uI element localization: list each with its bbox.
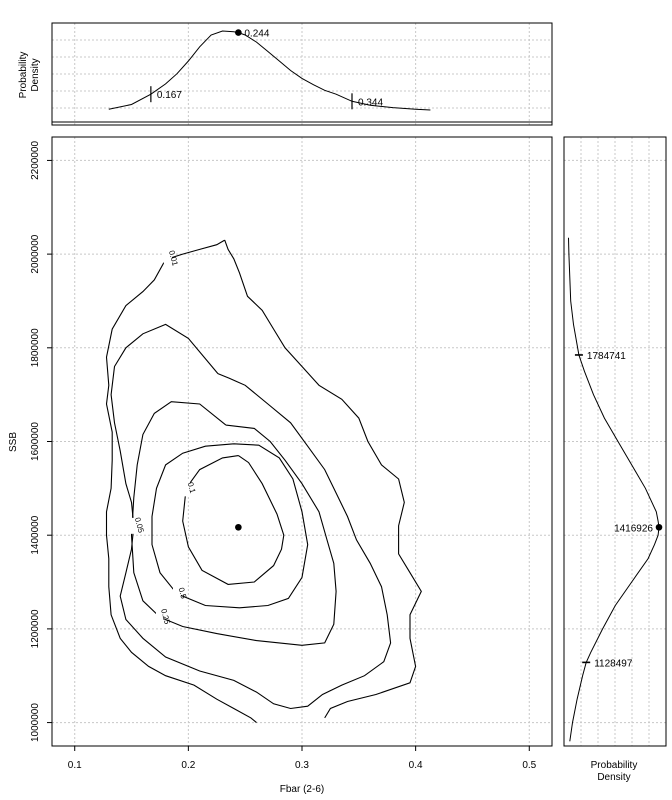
- contour-labels: 0.1 0.5 0.25 0.05 0.01: [129, 249, 198, 626]
- x-tick-label: 0.5: [522, 760, 536, 771]
- right-density-curve: [568, 237, 660, 742]
- y-axis-label: SSB: [8, 432, 19, 452]
- top-markers: 0.167 0.244 0.344: [150, 29, 383, 110]
- contour-label: 0.01: [167, 249, 180, 267]
- right-markers: 1128497 1416926 1784741: [574, 351, 663, 669]
- top-ylabel-line1: Probability: [18, 52, 29, 99]
- top-marker-label: 0.344: [358, 97, 383, 108]
- y-tick-label: 1600000: [30, 422, 41, 461]
- contour-line-0.05: [110, 323, 392, 710]
- contour-line-0.1: [182, 455, 285, 585]
- right-marker-label: 1128497: [594, 658, 633, 669]
- contour-label-bg: [182, 480, 191, 497]
- y-axis-ticks: 1000000 1200000 1400000 1600000 1800000 20000…: [30, 141, 52, 742]
- right-grid: [564, 137, 666, 746]
- y-tick-label: 1400000: [30, 515, 41, 554]
- right-marker-label: 1784741: [587, 351, 626, 362]
- top-ylabel-line2: Density: [30, 58, 41, 91]
- top-marker-label: 0.167: [157, 90, 182, 101]
- contour-label: 0.25: [159, 608, 172, 626]
- top-panel-frame: [51, 22, 553, 126]
- joint-panel: 0.1 0.5 0.25 0.05 0.01 0.1 0.2 0.3 0.4 0.5 10000…: [8, 136, 553, 795]
- contour-line-0.01: [105, 239, 257, 724]
- right-point-marker: [655, 523, 663, 531]
- right-marker-label: 1416926: [614, 523, 653, 534]
- x-axis-ticks: 0.1 0.2 0.3 0.4 0.5: [68, 746, 537, 771]
- top-marginal-panel: 0.167 0.244 0.344 Probability Density: [18, 22, 553, 126]
- contour-label-bg: [163, 250, 172, 267]
- contour-label-bg: [173, 585, 181, 602]
- contour-label-bg: [155, 609, 164, 626]
- contour-label: 0.1: [186, 481, 198, 495]
- contour-line-outer: [224, 239, 422, 719]
- x-tick-label: 0.1: [68, 760, 82, 771]
- top-marker-label: 0.244: [244, 29, 269, 40]
- y-tick-label: 1800000: [30, 328, 41, 367]
- y-tick-label: 2200000: [30, 141, 41, 180]
- contour-line-0.5: [151, 443, 309, 609]
- top-grid: [52, 23, 552, 125]
- x-tick-label: 0.4: [409, 760, 423, 771]
- contour-label: 0.05: [133, 516, 146, 534]
- x-tick-label: 0.3: [295, 760, 309, 771]
- right-xlabel-line2: Density: [597, 772, 630, 783]
- top-point-marker: [235, 29, 242, 36]
- contour-label: 0.5: [177, 587, 189, 601]
- y-tick-label: 1000000: [30, 703, 41, 742]
- y-tick-label: 1200000: [30, 609, 41, 648]
- right-marginal-panel: 1128497 1416926 1784741 Probability Densit…: [563, 136, 667, 783]
- contour-lines: [105, 239, 422, 724]
- point-estimate: [235, 523, 242, 531]
- x-axis-label: Fbar (2-6): [280, 784, 324, 795]
- contour-label-bg: [129, 517, 138, 534]
- right-panel-frame: [563, 136, 667, 747]
- contour-line-0.25: [130, 401, 337, 646]
- right-xlabel-line1: Probability: [591, 760, 638, 771]
- y-tick-label: 2000000: [30, 234, 41, 273]
- x-tick-label: 0.2: [181, 760, 195, 771]
- main-grid: [52, 137, 552, 746]
